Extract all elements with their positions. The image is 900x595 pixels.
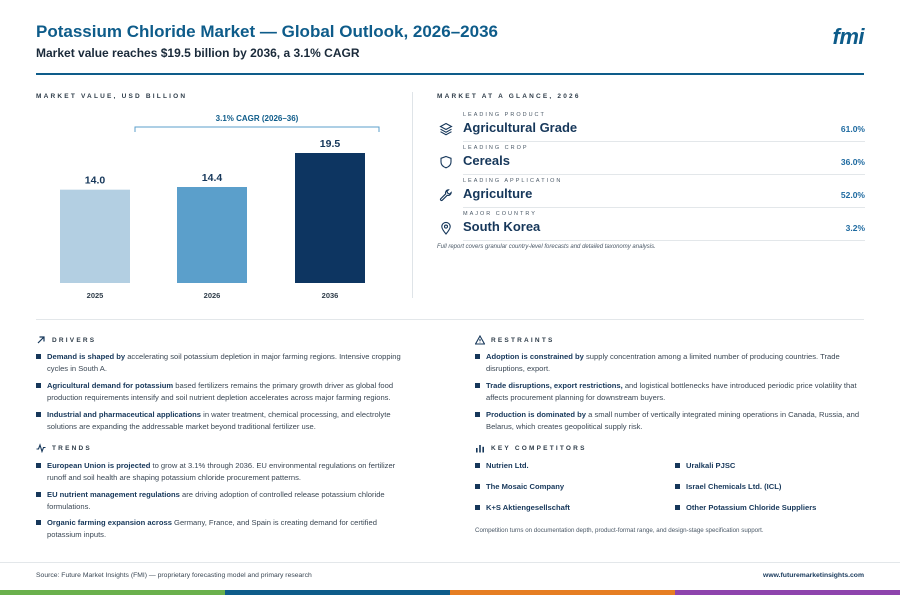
color-bar-segment — [675, 590, 900, 595]
competitor-item: The Mosaic Company — [475, 482, 564, 491]
glance-kicker: LEADING CROP — [463, 145, 529, 151]
wrench-icon — [439, 189, 452, 202]
glance-kicker: LEADING PRODUCT — [463, 112, 546, 118]
glance-separator — [463, 141, 865, 142]
glance-value: South Korea — [463, 219, 541, 234]
driver-item: Agricultural demand for potassium based … — [36, 380, 406, 403]
source-note: Source: Future Market Insights (FMI) — p… — [36, 572, 312, 579]
warning-icon — [475, 335, 485, 345]
glance-kicker: LEADING APPLICATION — [463, 178, 563, 184]
driver-item: Industrial and pharmaceutical applicatio… — [36, 409, 406, 432]
cagr-bracket — [134, 126, 380, 132]
glance-item-application: LEADING APPLICATION Agriculture 52.0% — [437, 178, 865, 210]
glance-value: Agricultural Grade — [463, 120, 578, 135]
competitors-label: KEY COMPETITORS — [491, 444, 587, 452]
trend-item: Organic farming expansion across Germany… — [36, 517, 406, 540]
x-tick-label: 2025 — [87, 291, 104, 300]
website-link[interactable]: www.futuremarketinsights.com — [763, 572, 864, 579]
section-rule — [36, 319, 864, 320]
arrow-up-right-icon — [37, 336, 45, 344]
glance-share: 3.2% — [845, 223, 865, 233]
trends-label: TRENDS — [52, 444, 92, 452]
glance-section-label: MARKET AT A GLANCE, 2026 — [437, 93, 581, 100]
section-divider — [412, 92, 413, 298]
color-bar-segment — [225, 590, 450, 595]
restraint-item: Adoption is constrained by supply concen… — [475, 351, 867, 374]
x-tick-label: 2026 — [204, 291, 221, 300]
footer-rule — [0, 562, 900, 563]
glance-value: Cereals — [463, 153, 510, 168]
shield-icon — [440, 155, 452, 169]
glance-value: Agriculture — [463, 186, 533, 201]
competitor-item: Israel Chemicals Ltd. (ICL) — [675, 482, 781, 491]
bar-chart-icon — [476, 445, 484, 453]
competitors-note: Competition turns on documentation depth… — [475, 527, 764, 534]
competitor-item: K+S Aktiengesellschaft — [475, 503, 570, 512]
trend-line-icon — [36, 443, 46, 453]
market-value-bar-chart: 14.0 2025 14.4 2026 19.5 2036 3.1% CAGR (2026–… — [60, 114, 380, 300]
trend-item: European Union is projected to grow at 3… — [36, 460, 406, 483]
glance-share: 36.0% — [840, 157, 865, 167]
driver-item: Demand is shaped by accelerating soil po… — [36, 351, 406, 374]
competitor-item: Other Potassium Chloride Suppliers — [675, 503, 816, 512]
restraints-label: RESTRAINTS — [491, 336, 555, 344]
report-title: Potassium Chloride Market — Global Outlo… — [36, 22, 498, 41]
glance-footnote: Full report covers granular country-leve… — [437, 244, 656, 250]
glance-item-country: MAJOR COUNTRY South Korea 3.2% — [437, 211, 865, 243]
competitor-item: Nutrien Ltd. — [475, 461, 529, 470]
map-pin-icon — [441, 221, 451, 235]
drivers-label: DRIVERS — [52, 336, 97, 344]
color-bar-segment — [450, 590, 675, 595]
glance-separator — [463, 174, 865, 175]
glance-share: 52.0% — [840, 190, 865, 200]
color-bar-segment — [0, 590, 225, 595]
cagr-annotation: 3.1% CAGR (2026–36) — [216, 114, 299, 123]
bar — [295, 153, 365, 283]
bar-value-label: 14.4 — [202, 172, 223, 184]
chart-section-label: MARKET VALUE, USD BILLION — [36, 93, 188, 100]
restraint-item: Production is dominated by a small numbe… — [475, 409, 867, 432]
competitors-heading: KEY COMPETITORS — [475, 443, 587, 453]
bar-value-label: 19.5 — [320, 138, 341, 150]
x-tick-label: 2036 — [322, 291, 339, 300]
drivers-heading: DRIVERS — [36, 335, 96, 345]
restraints-heading: RESTRAINTS — [475, 335, 555, 345]
glance-separator — [463, 207, 865, 208]
glance-item-crop: LEADING CROP Cereals 36.0% — [437, 145, 865, 177]
report-subtitle: Market value reaches $19.5 billion by 20… — [36, 46, 360, 60]
fmi-logo: fmi — [832, 24, 865, 49]
header-rule — [36, 73, 864, 75]
glance-item-product: LEADING PRODUCT Agricultural Grade 61.0% — [437, 112, 865, 144]
bar-value-label: 14.0 — [85, 175, 106, 187]
glance-kicker: MAJOR COUNTRY — [463, 211, 537, 217]
glance-separator — [463, 240, 865, 241]
trend-item: EU nutrient management regulations are d… — [36, 489, 406, 512]
bar — [60, 189, 130, 283]
competitor-item: Uralkali PJSC — [675, 461, 735, 470]
bar — [177, 187, 247, 283]
glance-share: 61.0% — [840, 124, 865, 134]
footer-color-bar — [0, 590, 900, 595]
layers-icon — [439, 122, 453, 136]
restraint-item: Trade disruptions, export restrictions, … — [475, 380, 867, 403]
trends-heading: TRENDS — [36, 443, 92, 453]
